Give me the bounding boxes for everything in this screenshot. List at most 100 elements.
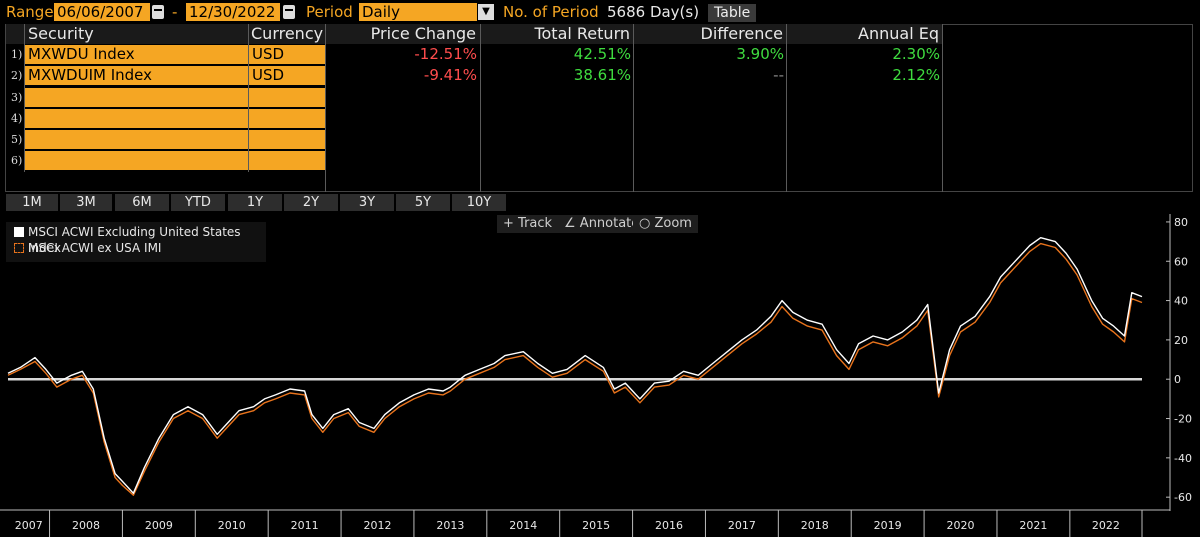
- x-tick-label: 2019: [874, 519, 902, 532]
- price-change-value: -12.51%: [414, 45, 477, 63]
- period-button-5y[interactable]: 5Y: [396, 194, 450, 211]
- x-tick-label: 2014: [509, 519, 537, 532]
- currency-input[interactable]: [249, 151, 325, 170]
- crosshair-icon: +: [503, 216, 514, 231]
- period-button-1y[interactable]: 1Y: [228, 194, 282, 211]
- track-tool[interactable]: + Track: [497, 215, 559, 233]
- period-button-ytd[interactable]: YTD: [171, 194, 225, 211]
- x-tick-label: 2010: [218, 519, 246, 532]
- annotate-label: Annotate: [579, 216, 640, 231]
- y-tick-label: 0: [1174, 373, 1181, 386]
- chart-area[interactable]: 80 60 40 20 0 -20 -40 -60 2007 2008 2009 2010 2011 2…: [0, 210, 1200, 537]
- x-tick-label: 2013: [436, 519, 464, 532]
- column-divider: [24, 24, 25, 172]
- row-number: 1): [11, 48, 23, 61]
- currency-input[interactable]: [249, 88, 325, 107]
- currency-input[interactable]: [249, 130, 325, 149]
- period-label: Period: [306, 3, 353, 21]
- x-tick-label: 2020: [947, 519, 975, 532]
- zoom-tool[interactable]: ○ Zoom: [633, 215, 698, 233]
- period-select[interactable]: Daily: [359, 3, 477, 21]
- legend-label-series1: MSCI ACWI Excluding United States Index: [28, 225, 241, 255]
- chevron-down-icon[interactable]: ▼: [478, 4, 494, 20]
- x-tick-label: 2009: [145, 519, 173, 532]
- difference-value: --: [773, 66, 784, 84]
- table-header-row: [6, 24, 942, 44]
- header-annual-eq[interactable]: Annual Eq: [858, 24, 939, 43]
- row-number: 3): [11, 91, 23, 104]
- row-number: 6): [11, 154, 23, 167]
- x-tick-label: 2018: [801, 519, 829, 532]
- security-input[interactable]: [25, 130, 248, 149]
- period-button-6m[interactable]: 6M: [115, 194, 169, 211]
- y-tick-label: -40: [1174, 452, 1192, 465]
- legend-label-series2: MSCI ACWI ex USA IMI: [28, 241, 162, 255]
- legend-swatch-series2: [14, 243, 24, 253]
- x-tick-label: 2008: [72, 519, 100, 532]
- x-tick-label: 2012: [363, 519, 391, 532]
- y-tick-label: 60: [1174, 255, 1188, 268]
- magnifier-icon: ○: [639, 216, 651, 231]
- row-number: 2): [11, 69, 23, 82]
- total-return-value: 38.61%: [573, 66, 631, 84]
- end-date-field[interactable]: 12/30/2022: [186, 3, 280, 21]
- currency-input[interactable]: USD: [249, 66, 325, 85]
- price-change-value: -9.41%: [423, 66, 477, 84]
- header-currency[interactable]: Currency: [251, 24, 324, 43]
- y-tick-label: 40: [1174, 295, 1188, 308]
- period-button-1m[interactable]: 1M: [6, 194, 58, 211]
- header-total-return[interactable]: Total Return: [534, 24, 630, 43]
- column-divider: [942, 24, 943, 192]
- security-input[interactable]: MXWDUIM Index: [25, 66, 248, 85]
- y-tick-label: -60: [1174, 491, 1192, 504]
- annotate-tool[interactable]: ∠ Annotate: [558, 215, 646, 233]
- y-tick-label: 80: [1174, 216, 1188, 229]
- period-button-2y[interactable]: 2Y: [284, 194, 338, 211]
- total-return-value: 42.51%: [573, 45, 631, 63]
- range-dash: -: [172, 3, 178, 21]
- x-tick-label: 2011: [291, 519, 319, 532]
- calendar-icon[interactable]: [152, 5, 164, 19]
- currency-input[interactable]: USD: [249, 45, 325, 64]
- y-tick-label: 20: [1174, 334, 1188, 347]
- series-line-1: [7, 237, 1143, 494]
- series-line-2: [7, 242, 1143, 496]
- security-input[interactable]: [25, 88, 248, 107]
- period-button-3m[interactable]: 3M: [60, 194, 112, 211]
- y-tick-label: -20: [1174, 413, 1192, 426]
- pencil-icon: ∠: [564, 216, 576, 231]
- difference-value: 3.90%: [736, 45, 784, 63]
- annual-eq-value: 2.30%: [892, 45, 940, 63]
- period-button-10y[interactable]: 10Y: [452, 194, 506, 211]
- range-label: Range: [6, 3, 54, 21]
- x-tick-label: 2016: [655, 519, 683, 532]
- track-label: Track: [518, 216, 553, 231]
- x-tick-label: 2021: [1019, 519, 1047, 532]
- x-tick-label: 2015: [582, 519, 610, 532]
- column-divider: [480, 24, 481, 192]
- row-number: 5): [11, 133, 23, 146]
- start-date-field[interactable]: 06/06/2007: [54, 3, 150, 21]
- table-button[interactable]: Table: [708, 4, 757, 22]
- security-input[interactable]: [25, 151, 248, 170]
- x-tick-label: 2022: [1092, 519, 1120, 532]
- row-number: 4): [11, 112, 23, 125]
- annual-eq-value: 2.12%: [892, 66, 940, 84]
- column-divider: [248, 24, 249, 172]
- column-divider: [325, 24, 326, 192]
- header-security[interactable]: Security: [28, 24, 94, 43]
- column-divider: [633, 24, 634, 192]
- x-tick-label: 2017: [728, 519, 756, 532]
- num-period-value: 5686 Day(s): [607, 3, 700, 21]
- legend-swatch-series1: [14, 227, 24, 237]
- header-difference[interactable]: Difference: [700, 24, 783, 43]
- currency-input[interactable]: [249, 109, 325, 128]
- security-input[interactable]: [25, 109, 248, 128]
- chart-legend: MSCI ACWI Excluding United States Index …: [6, 222, 266, 262]
- calendar-icon[interactable]: [283, 5, 295, 19]
- column-divider: [786, 24, 787, 192]
- x-tick-label: 2007: [15, 519, 43, 532]
- security-input[interactable]: MXWDU Index: [25, 45, 248, 64]
- period-button-3y[interactable]: 3Y: [340, 194, 394, 211]
- header-price-change[interactable]: Price Change: [370, 24, 476, 43]
